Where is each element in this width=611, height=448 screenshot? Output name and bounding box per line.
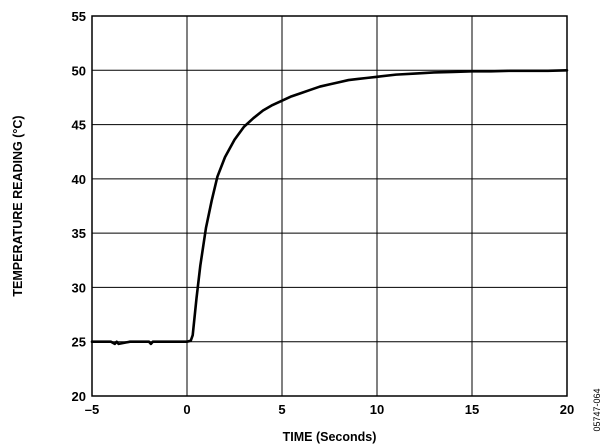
x-tick-label: 0 [183,402,190,417]
y-tick-label: 55 [72,9,86,24]
y-axis-label: TEMPERATURE READING (°C) [11,115,25,296]
y-tick-label: 20 [72,389,86,404]
y-tick-label: 30 [72,280,86,295]
x-tick-label: 20 [560,402,574,417]
x-tick-labels: –5 0 5 10 15 20 [85,402,574,417]
y-tick-label: 35 [72,226,86,241]
y-tick-labels: 20 25 30 35 40 45 50 55 [72,9,86,404]
y-tick-label: 25 [72,335,86,350]
x-tick-label: 5 [278,402,285,417]
x-tick-label: –5 [85,402,99,417]
x-axis-label: TIME (Seconds) [283,430,377,444]
y-tick-label: 50 [72,63,86,78]
x-tick-label: 15 [465,402,479,417]
series-line [90,68,569,346]
y-tick-label: 45 [72,118,86,133]
gridlines [92,16,567,396]
plot-frame [91,15,568,397]
figure-id: 05747-064 [592,388,602,431]
y-tick-label: 40 [72,172,86,187]
x-tick-label: 10 [370,402,384,417]
